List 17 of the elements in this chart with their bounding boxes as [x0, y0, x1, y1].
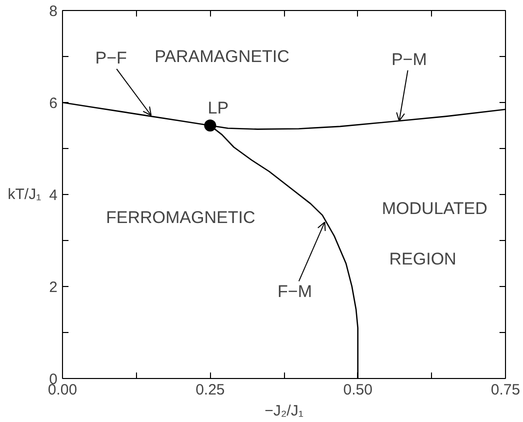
x-tick-label: 0.50	[343, 382, 372, 398]
x-tick-label: 0.75	[490, 382, 520, 398]
y-tick-label: 8	[49, 3, 58, 20]
annotation: P−F	[95, 48, 127, 68]
annotation: FERROMAGNETIC	[106, 208, 256, 227]
annotation: P−M	[391, 50, 427, 69]
y-axis-title: kT/J₁	[8, 186, 42, 203]
annotation: MODULATED	[382, 198, 488, 218]
y-tick-label: 4	[49, 187, 58, 204]
series-label: LP	[208, 98, 229, 118]
x-tick-label: 0.25	[196, 382, 225, 398]
annotation: PARAMAGNETIC	[154, 47, 290, 66]
y-tick-label: 6	[49, 95, 58, 112]
y-tick-label: 2	[49, 279, 58, 296]
annotation: REGION	[389, 249, 456, 268]
annotation: F−M	[278, 282, 312, 302]
x-axis-title: −J₂/J₁	[264, 402, 304, 420]
